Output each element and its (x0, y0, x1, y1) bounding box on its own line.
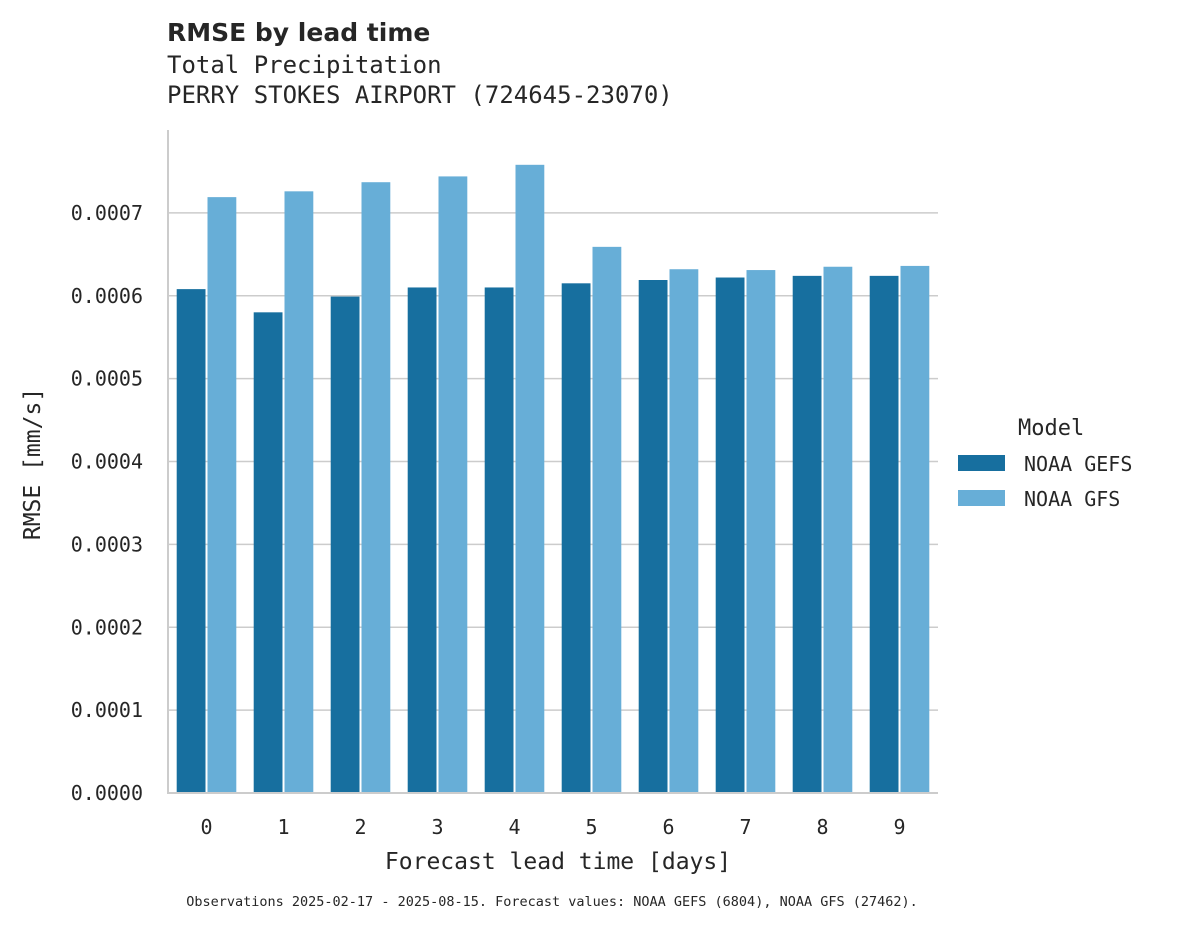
bar-noaa-gefs-4 (484, 287, 514, 793)
bar-noaa-gfs-9 (900, 265, 930, 793)
bar-noaa-gefs-3 (407, 287, 437, 793)
x-tick-label: 6 (662, 815, 674, 839)
y-tick-label: 0.0000 (71, 781, 143, 805)
x-tick-label: 0 (200, 815, 212, 839)
bar-noaa-gfs-5 (592, 246, 622, 793)
bar-noaa-gefs-5 (561, 283, 591, 793)
x-axis-label: Forecast lead time [days] (385, 849, 731, 875)
y-tick-labels: 0.0000 0.0001 0.0002 0.0003 0.0004 0.0005 0.00… (71, 201, 143, 805)
bar-noaa-gfs-3 (438, 176, 468, 793)
bar-noaa-gfs-7 (746, 270, 776, 794)
chart-subtitle-line-1: Total Precipitation (167, 51, 442, 79)
x-tick-label: 4 (508, 815, 520, 839)
y-tick-label: 0.0006 (71, 284, 143, 308)
x-tick-label: 2 (354, 815, 366, 839)
bar-noaa-gfs-4 (515, 164, 545, 793)
bar-noaa-gefs-9 (869, 275, 899, 793)
x-tick-label: 1 (277, 815, 289, 839)
x-tick-labels: 0 1 2 3 4 5 6 7 8 9 (200, 815, 905, 839)
legend: Model NOAA GEFS NOAA GFS (958, 416, 1132, 511)
y-tick-label: 0.0002 (71, 615, 143, 639)
x-tick-label: 9 (893, 815, 905, 839)
y-tick-label: 0.0001 (71, 698, 143, 722)
y-tick-label: 0.0005 (71, 367, 143, 391)
grid-lines (168, 212, 938, 711)
bar-noaa-gfs-6 (669, 269, 699, 794)
y-tick-label: 0.0004 (71, 450, 143, 474)
bar-noaa-gfs-0 (207, 197, 237, 793)
bar-noaa-gefs-7 (715, 277, 745, 794)
x-tick-label: 7 (739, 815, 751, 839)
legend-label-noaa-gefs: NOAA GEFS (1024, 452, 1132, 476)
legend-title: Model (1018, 416, 1084, 441)
y-tick-label: 0.0003 (71, 532, 143, 556)
bar-noaa-gefs-2 (330, 296, 360, 793)
bar-noaa-gfs-1 (284, 191, 314, 793)
chart-footnote: Observations 2025-02-17 - 2025-08-15. Fo… (186, 894, 918, 910)
bar-noaa-gefs-6 (638, 280, 668, 793)
y-axis-label: RMSE [mm/s] (20, 388, 46, 540)
x-tick-label: 3 (431, 815, 443, 839)
bar-noaa-gfs-2 (361, 182, 391, 793)
bar-noaa-gfs-8 (823, 266, 853, 793)
chart-title: RMSE by lead time (167, 18, 430, 47)
legend-label-noaa-gfs: NOAA GFS (1024, 487, 1120, 511)
bar-noaa-gefs-0 (176, 289, 206, 793)
x-tick-label: 8 (816, 815, 828, 839)
bars (176, 164, 930, 794)
x-tick-label: 5 (585, 815, 597, 839)
bar-noaa-gefs-8 (792, 275, 822, 793)
bar-noaa-gefs-1 (253, 312, 283, 793)
y-tick-label: 0.0007 (71, 201, 143, 225)
legend-swatch-noaa-gefs (958, 455, 1005, 471)
legend-swatch-noaa-gfs (958, 490, 1005, 506)
chart-subtitle-line-2: PERRY STOKES AIRPORT (724645-23070) (167, 81, 673, 109)
